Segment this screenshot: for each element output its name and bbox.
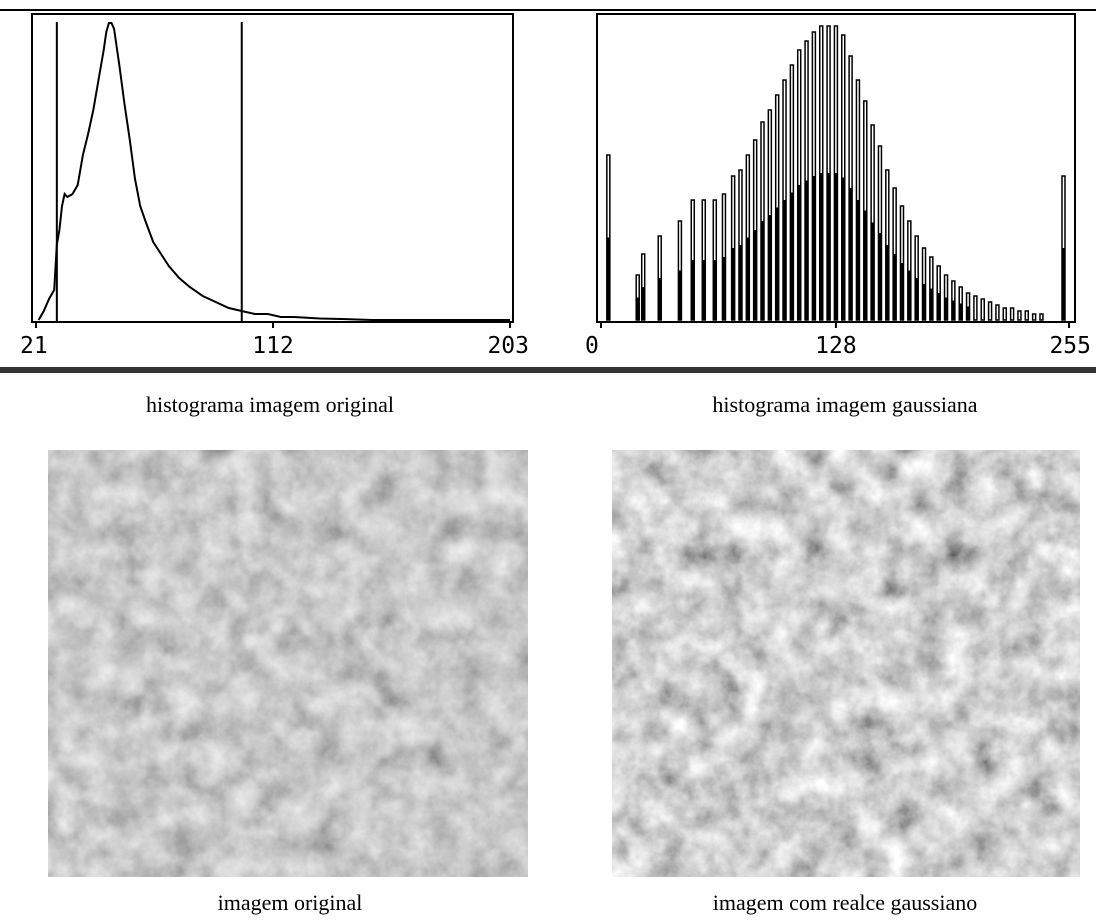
histogram-bar <box>1017 310 1022 321</box>
caption: imagem com realce gaussiano <box>713 890 978 915</box>
x-tick-label: 112 <box>252 333 294 359</box>
histogram-bar-fill <box>768 215 772 320</box>
histogram-bar <box>980 298 985 321</box>
histogram-bar-fill <box>937 293 941 320</box>
histogram-bar-fill <box>834 173 838 320</box>
histogram-bar-fill <box>915 278 919 320</box>
histogram-bar-fill <box>678 270 682 320</box>
histogram-bar-fill <box>951 300 955 320</box>
histogram-bar <box>1002 307 1008 321</box>
x-tick-label: 128 <box>815 333 857 359</box>
histogram-bar <box>1024 310 1030 321</box>
caption: imagem original <box>218 890 363 915</box>
histogram-bar-fill <box>878 233 882 320</box>
x-tick-label: 203 <box>487 333 529 359</box>
histogram-bar-fill <box>738 245 742 320</box>
histogram-bar-fill <box>885 245 889 320</box>
histogram-bar-fill <box>746 237 750 320</box>
histogram-bar <box>987 301 993 321</box>
histogram-bar-fill <box>900 263 904 320</box>
histogram-bar-fill <box>658 278 662 320</box>
histogram-bar-fill <box>827 173 831 320</box>
histogram-bar <box>1039 313 1044 321</box>
histogram-bar-fill <box>797 185 801 320</box>
x-tick-label: 0 <box>585 333 599 359</box>
x-tick-label: 21 <box>20 333 48 359</box>
histogram-bar-fill <box>731 248 735 320</box>
histogram-bar-fill <box>856 200 860 320</box>
caption: histograma imagem gaussiana <box>712 392 977 417</box>
histogram-bar-fill <box>805 180 809 320</box>
histogram-bar-fill <box>929 288 933 320</box>
histogram-bar-fill <box>944 297 948 320</box>
histogram-bar-fill <box>819 173 823 320</box>
histogram-bar-fill <box>775 207 779 320</box>
histogram-bar-fill <box>761 221 765 320</box>
histogram-bar-fill <box>966 306 970 320</box>
histogram-bar-fill <box>753 230 757 320</box>
histogram-bar-fill <box>790 192 794 320</box>
x-tick-label: 255 <box>1049 333 1091 359</box>
image-enhanced <box>611 449 1081 878</box>
histogram-bar-fill <box>871 222 875 320</box>
histogram-bar-fill <box>713 260 717 320</box>
histogram-bar-fill <box>702 260 706 320</box>
histogram-bar-fill <box>1061 248 1065 320</box>
histogram-bar-fill <box>959 303 963 320</box>
plot-box <box>31 13 514 323</box>
histogram-bar-fill <box>722 257 726 320</box>
histogram-bar-fill <box>641 287 645 320</box>
histogram-bar-fill <box>893 254 897 320</box>
histogram-line <box>37 22 510 321</box>
histogram-bar <box>995 304 1000 321</box>
histogram-bar-fill <box>783 200 787 320</box>
frame-bottom <box>0 367 1096 373</box>
image-original <box>47 449 529 878</box>
histogram-bar <box>1031 313 1037 321</box>
histogram-bar-fill <box>907 270 911 320</box>
histogram-bar-fill <box>691 260 695 320</box>
histogram-bar <box>973 295 978 321</box>
caption: histograma imagem original <box>146 392 394 417</box>
histogram-bar <box>1009 307 1015 321</box>
histogram-bar-fill <box>863 210 867 320</box>
histogram-bar-fill <box>636 297 640 320</box>
histogram-bar-fill <box>922 284 926 320</box>
histogram-bar-fill <box>841 177 845 320</box>
histogram-bar-fill <box>606 237 610 320</box>
histogram-bar-fill <box>849 188 853 320</box>
histogram-bar-fill <box>812 176 816 320</box>
